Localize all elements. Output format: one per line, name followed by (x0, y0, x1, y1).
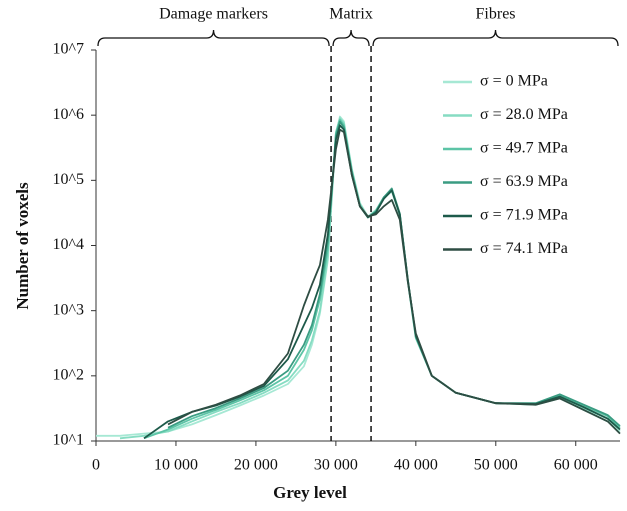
series-line (143, 118, 621, 440)
region-brace (97, 29, 330, 47)
legend-label: σ = 49.7 MPa (480, 140, 568, 157)
y-tick-label: 10^2 (52, 367, 84, 384)
y-tick-label: 10^7 (52, 41, 84, 58)
y-axis-title: Number of voxels (13, 182, 32, 310)
legend-label: σ = 63.9 MPa (480, 173, 568, 190)
x-tick-label: 50 000 (474, 457, 518, 474)
y-tick-label: 10^6 (52, 106, 84, 123)
region-brace (372, 29, 619, 47)
region-label: Fibres (476, 6, 516, 23)
x-tick-label: 60 000 (554, 457, 598, 474)
series-line (96, 115, 621, 437)
x-tick-label: 30 000 (314, 457, 358, 474)
series-line (119, 117, 621, 440)
series-line (167, 120, 621, 429)
x-tick-label: 0 (92, 457, 100, 474)
x-tick-label: 40 000 (394, 457, 438, 474)
y-tick-label: 10^4 (52, 236, 84, 253)
region-label: Damage markers (159, 6, 268, 23)
legend-label: σ = 71.9 MPa (480, 207, 568, 224)
x-tick-label: 10 000 (154, 457, 198, 474)
legend-label: σ = 74.1 MPa (480, 240, 568, 257)
region-brace (332, 29, 370, 47)
y-tick-label: 10^3 (52, 301, 84, 318)
region-label: Matrix (329, 6, 373, 23)
y-tick-label: 10^1 (52, 432, 84, 449)
x-axis-title: Grey level (273, 483, 347, 502)
y-tick-label: 10^5 (52, 171, 84, 188)
legend-label: σ = 28.0 MPa (480, 106, 568, 123)
legend-label: σ = 0 MPa (480, 73, 548, 90)
x-tick-label: 20 000 (234, 457, 278, 474)
series-line (167, 128, 621, 435)
